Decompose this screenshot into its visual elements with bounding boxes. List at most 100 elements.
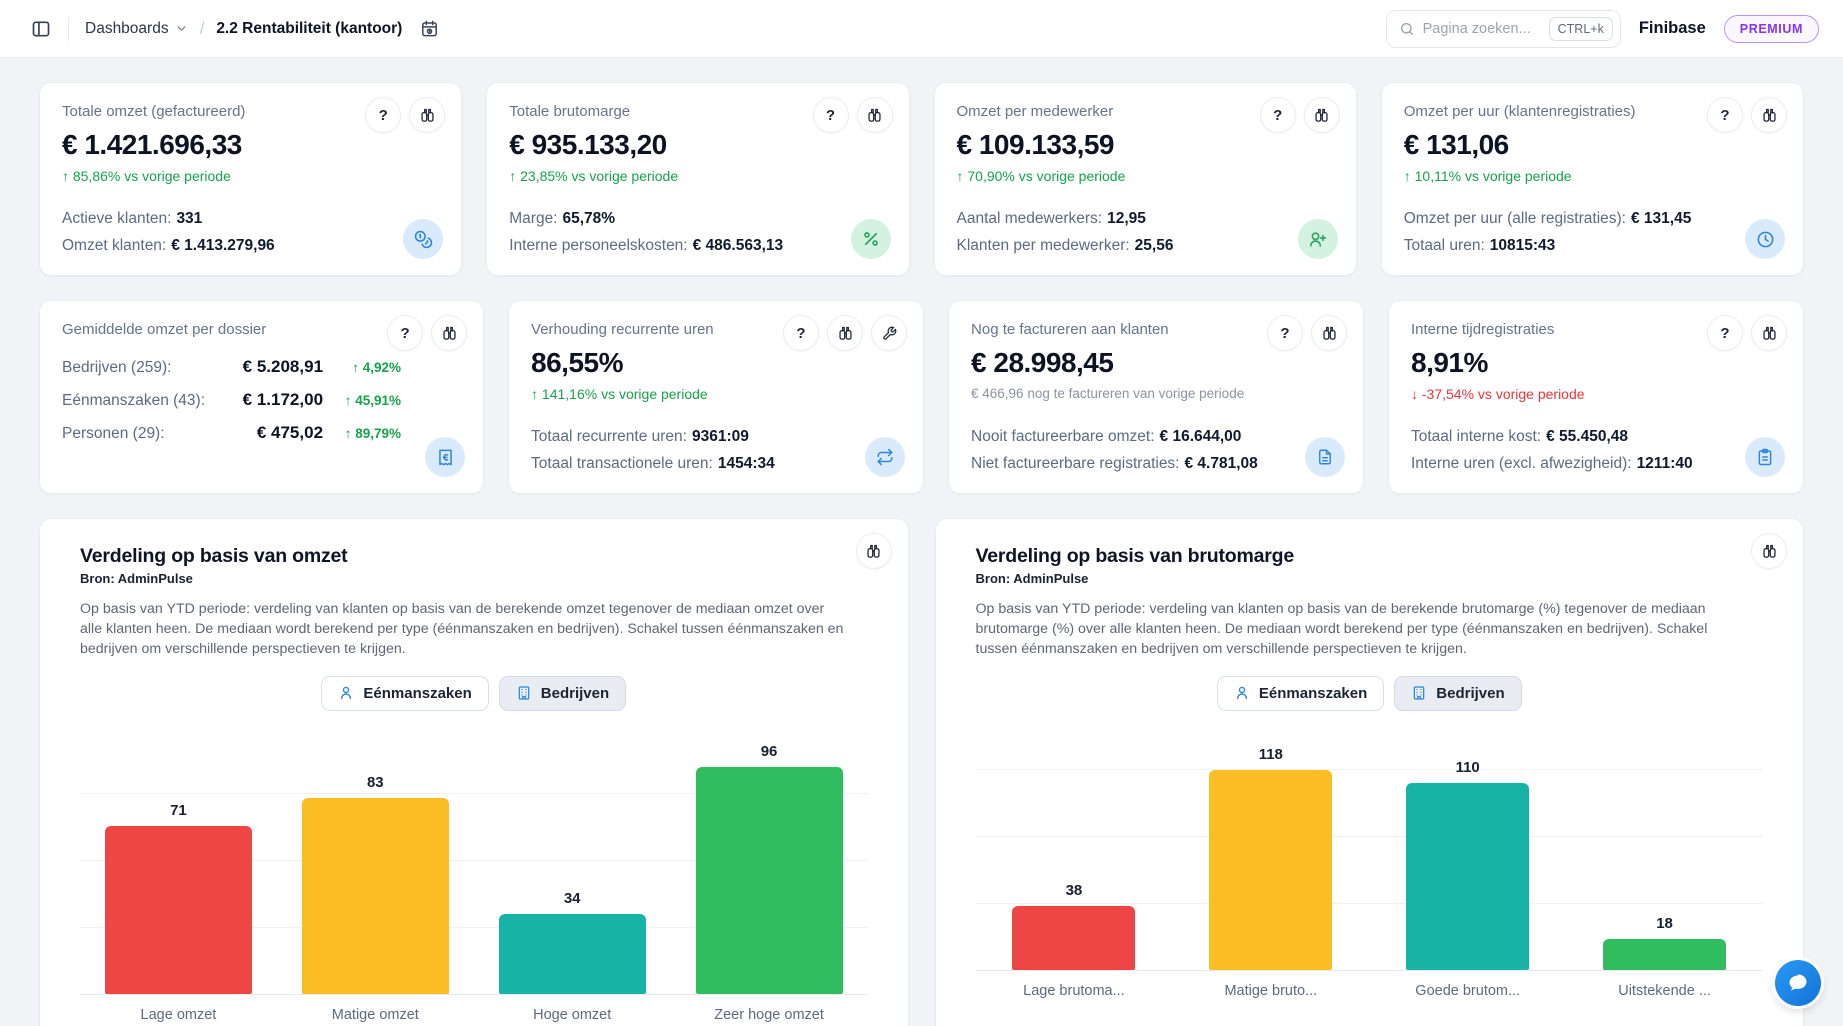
bar-value-label: 96 [760, 742, 778, 760]
invoice-icon [1305, 437, 1345, 477]
breakdown-row: Eénmanszaken (43): € 1.172,00 ↑ 45,91% [62, 390, 402, 409]
top-bar: Dashboards / 2.2 Rentabiliteit (kantoor)… [0, 0, 1843, 58]
toggle-eenmanszaken[interactable]: Eénmanszaken [321, 675, 489, 711]
kpi-stat: Totaal uren: 10815:43 [1403, 237, 1556, 254]
breadcrumb-separator: / [199, 18, 205, 38]
kpi-title: Verhouding recurrente uren [531, 321, 714, 338]
binoculars-icon [866, 107, 883, 124]
explore-button[interactable] [409, 97, 446, 133]
bar-column: 34 [474, 731, 671, 994]
bar[interactable] [695, 766, 843, 994]
bar-column: 118 [1172, 731, 1369, 970]
clipboard-icon [1745, 437, 1785, 477]
bar[interactable] [1603, 938, 1727, 970]
help-button[interactable]: ? [783, 315, 820, 351]
help-button[interactable]: ? [387, 315, 424, 351]
breakdown-rows: Bedrijven (259): € 5.208,91 ↑ 4,92% Eénm… [62, 357, 461, 443]
breadcrumb-dashboards[interactable]: Dashboards [85, 20, 188, 38]
bar[interactable] [104, 825, 252, 994]
chart-card-verdeling-omzet: Verdeling op basis van omzet Bron: Admin… [39, 518, 909, 1026]
bar[interactable] [1406, 782, 1530, 970]
sidebar-toggle-button[interactable] [24, 12, 58, 46]
explore-button[interactable] [856, 97, 893, 133]
chart-toggle-group: Eénmanszaken Bedrijven [976, 675, 1764, 711]
bar[interactable] [1209, 769, 1333, 970]
binoculars-icon [1761, 543, 1778, 560]
kpi-value: € 109.133,59 [956, 129, 1115, 160]
help-button[interactable]: ? [365, 97, 402, 133]
explore-button[interactable] [827, 315, 864, 351]
bar-column: 83 [277, 731, 474, 994]
kpi-stat: Totaal interne kost: € 55.450,48 [1411, 428, 1628, 445]
kpi-delta: ↑ 10,11% vs vorige periode [1403, 168, 1572, 184]
kpi-title: Totale omzet (gefactureerd) [62, 103, 246, 120]
chart-title: Verdeling op basis van omzet [80, 545, 348, 567]
bar-category-label: Matige omzet [331, 1006, 419, 1023]
bar-category-label: Matige bruto... [1224, 982, 1318, 999]
binoculars-icon [837, 325, 854, 342]
bar-value-label: 38 [1065, 881, 1083, 899]
user-icon [338, 685, 354, 701]
kpi-delta: ↑ 23,85% vs vorige periode [509, 168, 679, 184]
bar-column: 18 [1566, 731, 1763, 970]
settings-button[interactable] [871, 315, 908, 351]
help-button[interactable]: ? [812, 97, 849, 133]
bar-chart-labels: Lage omzet Matige omzet Hoge omzet Zeer hog… [80, 1007, 868, 1023]
charts-row: Verdeling op basis van omzet Bron: Admin… [39, 518, 1804, 1026]
kpi-title: Totale brutomarge [509, 103, 631, 120]
kpi-stat: Totaal recurrente uren: 9361:09 [531, 428, 749, 445]
toggle-bedrijven[interactable]: Bedrijven [1394, 675, 1522, 711]
chat-widget-button[interactable] [1775, 960, 1821, 1006]
kpi-value: € 1.421.696,33 [62, 129, 242, 160]
chart-description: Op basis van YTD periode: verdeling van … [975, 601, 1708, 657]
search-input[interactable] [1422, 20, 1541, 37]
chart-source: Bron: AdminPulse [975, 571, 1089, 586]
toggle-eenmanszaken[interactable]: Eénmanszaken [1216, 675, 1385, 711]
kpi-delta: ↑ 85,86% vs vorige periode [62, 168, 231, 184]
kpi-value: € 935.133,20 [509, 129, 667, 160]
bar-column: 71 [80, 731, 277, 994]
explore-button[interactable] [855, 533, 892, 569]
kpi-card-verhouding-recurrente-uren: ? Verhouding recurrente uren 86,55% ↑ 14… [508, 300, 925, 494]
page-search[interactable]: CTRL+k [1385, 9, 1621, 48]
explore-button[interactable] [1311, 315, 1347, 351]
bar-column: 110 [1369, 731, 1566, 970]
bar[interactable] [301, 797, 449, 994]
kpi-value: 8,91% [1411, 347, 1488, 378]
bar-chart-plot: 38 118 110 18 [975, 730, 1763, 971]
bar-category-label: Zeer hoge omzet [714, 1006, 824, 1023]
bar[interactable] [498, 913, 646, 994]
chart-description: Op basis van YTD periode: verdeling van … [80, 601, 844, 657]
explore-button[interactable] [1751, 533, 1787, 569]
kpi-stat: Klanten per medewerker: 25,56 [956, 237, 1174, 254]
kpi-card-totale-brutomarge: ? Totale brutomarge € 935.133,20 ↑ 23,85… [486, 82, 910, 276]
kpi-stat: Aantal medewerkers: 12,95 [956, 210, 1146, 227]
toggle-bedrijven[interactable]: Bedrijven [498, 675, 627, 711]
help-button[interactable]: ? [1259, 97, 1296, 133]
bar-category-label: Goede brutom... [1415, 982, 1521, 999]
kpi-card-gemiddelde-omzet-per-dossier: ? Gemiddelde omzet per dossier Bedrijven… [39, 300, 485, 494]
bar[interactable] [1012, 905, 1136, 970]
explore-button[interactable] [431, 315, 468, 351]
kpi-title: Omzet per medewerker [956, 103, 1114, 120]
kpi-title: Interne tijdregistraties [1411, 321, 1555, 338]
help-button[interactable]: ? [1707, 315, 1743, 351]
bar-category-label: Hoge omzet [533, 1006, 612, 1023]
help-button[interactable]: ? [1267, 315, 1303, 351]
date-range-button[interactable] [412, 12, 446, 46]
binoculars-icon [1761, 325, 1778, 342]
kpi-stat: Marge: 65,78% [509, 210, 616, 227]
repeat-icon [865, 437, 906, 477]
kpi-stat: Omzet per uur (alle registraties): € 131,… [1403, 210, 1692, 227]
help-button[interactable]: ? [1707, 97, 1743, 133]
explore-button[interactable] [1303, 97, 1340, 133]
bar-category-label: Lage brutoma... [1023, 982, 1125, 999]
kpi-title: Nog te factureren aan klanten [971, 321, 1169, 338]
kpi-value: € 28.998,45 [971, 347, 1114, 378]
explore-button[interactable] [1751, 97, 1787, 133]
coins-icon [403, 219, 444, 259]
premium-badge[interactable]: PREMIUM [1723, 14, 1819, 43]
binoculars-icon [419, 107, 436, 124]
explore-button[interactable] [1751, 315, 1787, 351]
